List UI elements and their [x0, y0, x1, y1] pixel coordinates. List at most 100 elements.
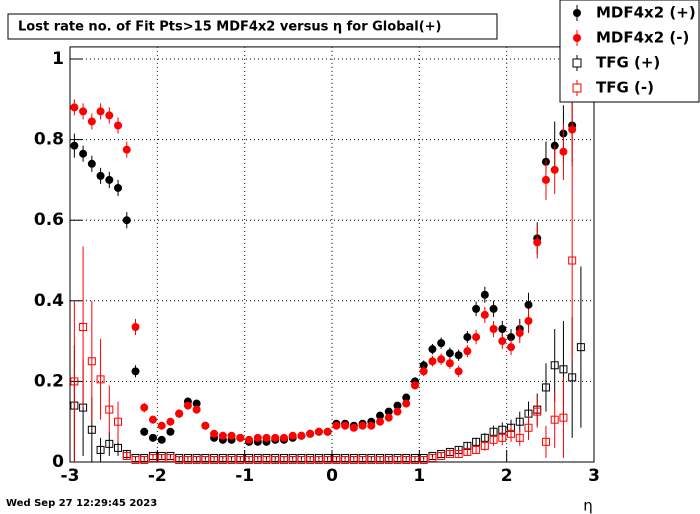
- point: [323, 427, 332, 436]
- point: [498, 433, 507, 442]
- point: [437, 339, 446, 348]
- point: [201, 455, 210, 464]
- point: [70, 377, 79, 386]
- x-tick-label: 1: [413, 466, 425, 486]
- y-tick-label: 0.6: [34, 210, 64, 230]
- legend-label: MDF4x2 (+): [596, 4, 696, 22]
- legend-box: [559, 0, 700, 103]
- point: [227, 455, 236, 464]
- point: [498, 325, 507, 334]
- chart-title: Lost rate no. of Fit Pts>15 MDF4x2 versu…: [18, 20, 442, 35]
- point: [201, 421, 210, 430]
- point: [568, 125, 577, 134]
- point: [96, 375, 105, 384]
- point: [454, 449, 463, 458]
- y-tick-label: 0: [52, 452, 64, 472]
- point: [498, 337, 507, 346]
- point: [349, 423, 358, 432]
- point: [376, 455, 385, 464]
- point: [314, 455, 323, 464]
- point: [541, 383, 550, 392]
- point: [114, 443, 123, 452]
- point: [489, 304, 498, 313]
- point: [472, 437, 481, 446]
- point: [419, 367, 428, 376]
- point: [559, 413, 568, 422]
- point: [437, 451, 446, 460]
- point: [367, 421, 376, 430]
- y-tick-label: 0.2: [34, 371, 64, 391]
- point: [105, 405, 114, 414]
- point: [79, 149, 88, 158]
- point: [428, 453, 437, 462]
- x-axis-label: η: [583, 497, 593, 514]
- point: [393, 455, 402, 464]
- point: [533, 238, 542, 247]
- point: [358, 455, 367, 464]
- point: [96, 445, 105, 454]
- point: [507, 333, 516, 342]
- point: [192, 405, 201, 414]
- point: [192, 455, 201, 464]
- point: [114, 417, 123, 426]
- legend-marker: [572, 83, 582, 93]
- point: [463, 333, 472, 342]
- point: [402, 455, 411, 464]
- y-tick-label: 1: [52, 49, 64, 69]
- point: [341, 455, 350, 464]
- point: [192, 399, 201, 408]
- point: [507, 429, 516, 438]
- point: [183, 401, 192, 410]
- x-tick-label: -2: [148, 466, 167, 486]
- point: [428, 345, 437, 354]
- point: [480, 290, 489, 299]
- point: [541, 175, 550, 184]
- point: [515, 329, 524, 338]
- point: [349, 455, 358, 464]
- point: [253, 455, 262, 464]
- point: [288, 455, 297, 464]
- point: [568, 373, 577, 382]
- point: [306, 429, 315, 438]
- point: [148, 453, 157, 462]
- point: [114, 121, 123, 130]
- point: [87, 117, 96, 126]
- point: [210, 429, 219, 438]
- point: [410, 381, 419, 390]
- point: [166, 453, 175, 462]
- point: [262, 433, 271, 442]
- point: [87, 425, 96, 434]
- point: [384, 413, 393, 422]
- point: [297, 455, 306, 464]
- point: [279, 455, 288, 464]
- x-tick-label: 3: [588, 466, 600, 486]
- point: [96, 171, 105, 180]
- point: [428, 357, 437, 366]
- point: [210, 455, 219, 464]
- point: [524, 423, 533, 432]
- point: [271, 455, 280, 464]
- point: [376, 411, 385, 420]
- point: [70, 141, 79, 150]
- point: [157, 453, 166, 462]
- point: [402, 399, 411, 408]
- point: [437, 355, 446, 364]
- point: [87, 159, 96, 168]
- point: [332, 421, 341, 430]
- legend-marker: [573, 9, 581, 17]
- point: [576, 343, 585, 352]
- point: [70, 103, 79, 112]
- point: [140, 455, 149, 464]
- point: [402, 393, 411, 402]
- point: [148, 433, 157, 442]
- point: [463, 447, 472, 456]
- point: [489, 435, 498, 444]
- point: [559, 147, 568, 156]
- point: [463, 347, 472, 356]
- legend-marker: [572, 58, 582, 68]
- point: [568, 256, 577, 265]
- point: [131, 367, 140, 376]
- point: [445, 359, 454, 368]
- point: [384, 455, 393, 464]
- legend-label: MDF4x2 (-): [596, 29, 689, 47]
